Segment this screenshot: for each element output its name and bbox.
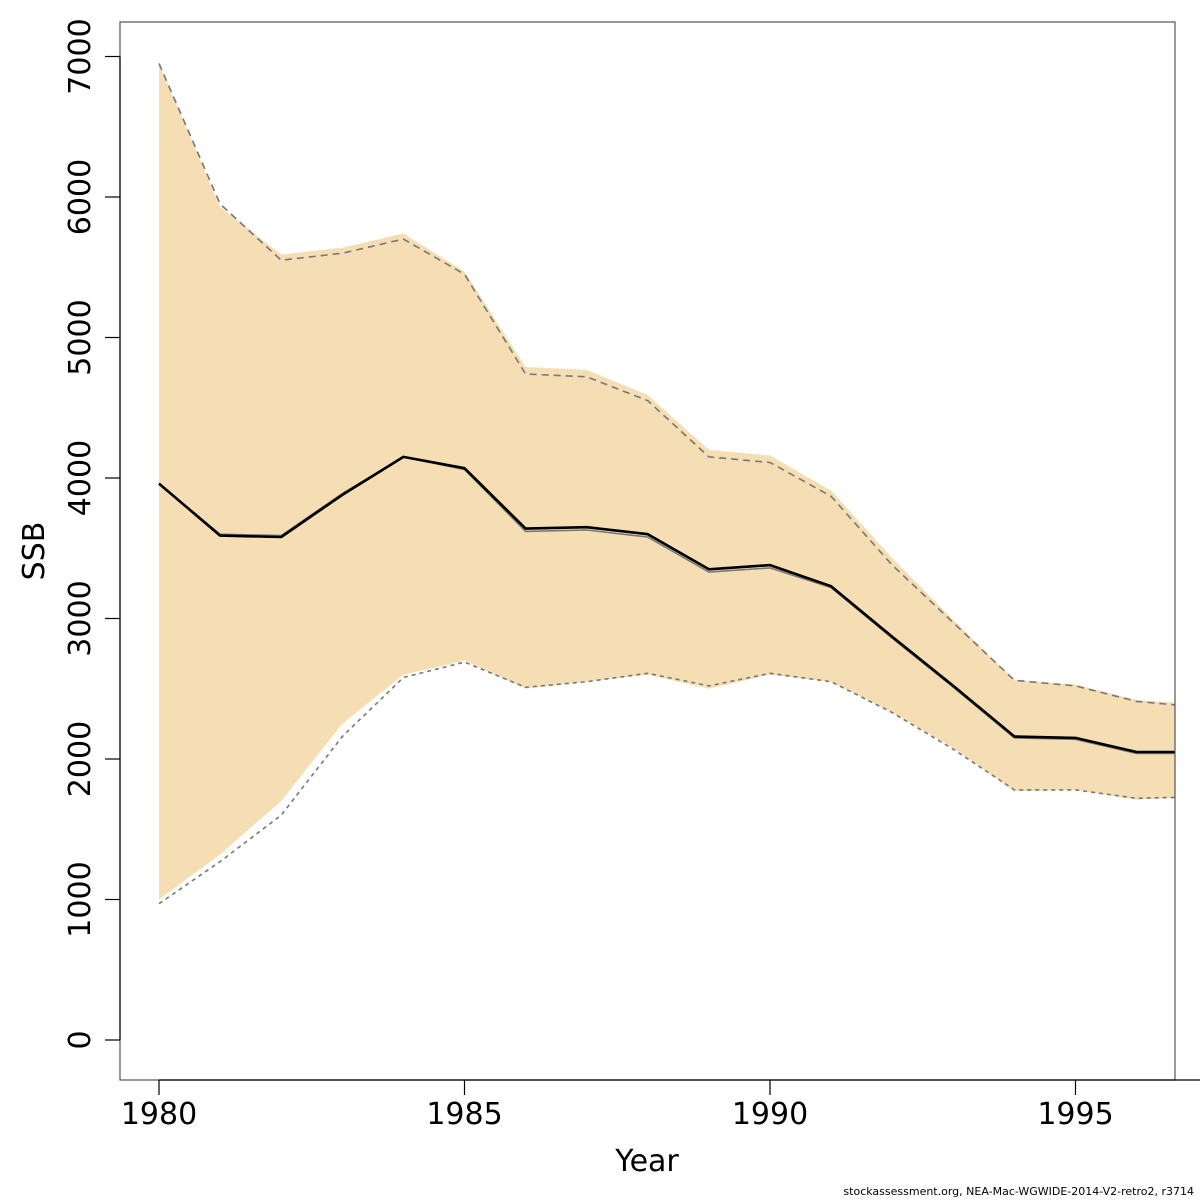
y-tick-label: 7000 bbox=[63, 18, 98, 94]
y-axis-title: SSB bbox=[17, 522, 52, 581]
x-tick-label: 1990 bbox=[732, 1097, 808, 1132]
x-tick-label: 1985 bbox=[426, 1097, 502, 1132]
confidence-band bbox=[159, 63, 1175, 900]
x-tick-label: 1995 bbox=[1037, 1097, 1113, 1132]
y-tick-label: 3000 bbox=[63, 580, 98, 656]
x-tick-label: 1980 bbox=[121, 1097, 197, 1132]
y-tick-label: 4000 bbox=[63, 440, 98, 516]
x-axis: 1980198519901995200020052010 bbox=[121, 1079, 1200, 1132]
y-tick-label: 0 bbox=[63, 1030, 98, 1049]
footer-credit: stockassessment.org, NEA-Mac-WGWIDE-2014… bbox=[843, 1185, 1194, 1198]
y-tick-label: 5000 bbox=[63, 299, 98, 375]
current-ssb-line bbox=[158, 455, 1175, 754]
y-tick-label: 2000 bbox=[63, 721, 98, 797]
retro-ssb-line bbox=[158, 456, 1175, 755]
y-tick-label: 6000 bbox=[63, 159, 98, 235]
y-tick-label: 1000 bbox=[63, 861, 98, 937]
y-axis: 0 1000 2000 3000 4000 5000 6000 7000 bbox=[63, 18, 121, 1050]
x-axis-title: Year bbox=[614, 1144, 679, 1179]
